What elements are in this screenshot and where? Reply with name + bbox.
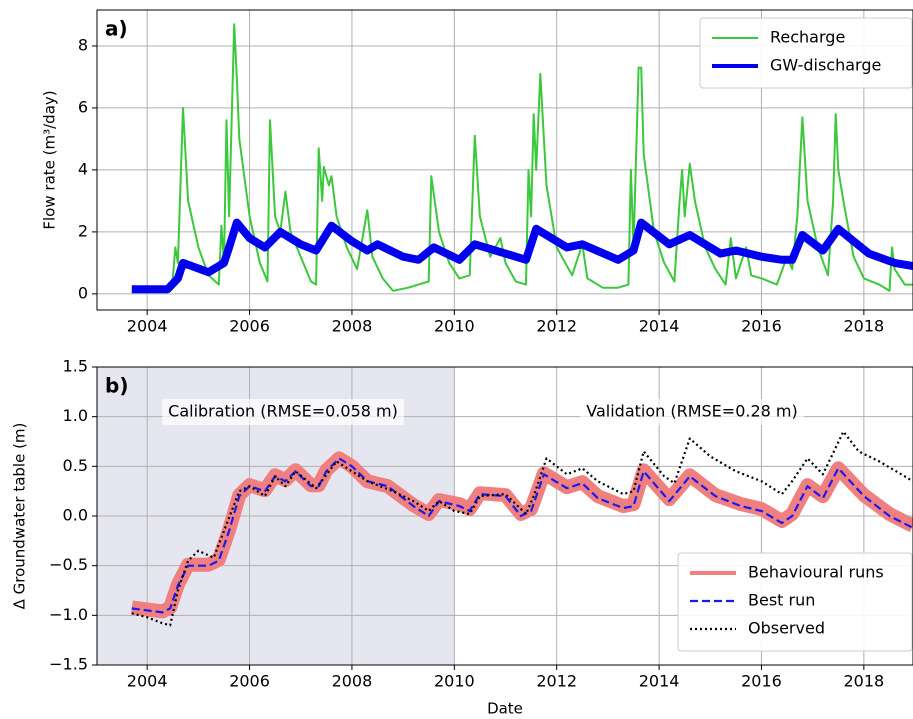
plot-lines [131,23,913,294]
y-tick-label: 2 [78,221,88,240]
x-tick-label: 2018 [843,672,884,691]
axes-frame [96,9,913,311]
panel-label: a) [105,17,128,41]
y-tick-label: 1.0 [63,406,88,425]
x-tick-label: 2016 [741,672,782,691]
legend-label: Best run [748,591,815,610]
x-axis-label: Date [487,700,523,718]
annotation: Validation (RMSE=0.28 m) [586,402,797,421]
annotation: Calibration (RMSE=0.058 m) [168,402,398,421]
x-tick-label: 2010 [434,317,475,336]
series-line [131,430,913,627]
annotation-box [162,399,404,425]
x-tick-label: 2016 [741,317,782,336]
y-tick-label: 0.0 [63,506,88,525]
x-tick-label: 2014 [639,317,680,336]
x-tick-label: 2004 [127,317,168,336]
legend-label: Behavioural runs [748,563,884,582]
y-axis-label: Δ Groundwater table (m) [11,423,29,610]
y-tick-label: 1.5 [63,357,88,376]
y-tick-label: 4 [78,159,88,178]
series-line [131,218,913,294]
x-tick-label: 2018 [843,317,884,336]
y-tick-label: −0.5 [49,555,88,574]
x-tick-label: 2014 [639,672,680,691]
y-tick-label: 0 [78,283,88,302]
y-tick-label: 6 [78,97,88,116]
x-tick-label: 2012 [536,672,577,691]
y-tick-label: 8 [78,35,88,54]
panel-label: b) [105,374,128,398]
legend-box [677,552,913,652]
x-tick-label: 2004 [127,672,168,691]
y-tick-label: −1.5 [49,655,88,674]
plot-lines [130,430,913,627]
series-line [131,457,913,614]
legend-label: GW-discharge [770,56,881,75]
y-tick-label: 0.5 [63,456,88,475]
x-tick-label: 2012 [536,317,577,336]
legend-label: Recharge [770,28,845,47]
legend-box [699,17,913,89]
y-tick-label: −1.0 [49,605,88,624]
series-line [130,451,913,619]
x-tick-label: 2008 [332,317,373,336]
x-tick-label: 2006 [229,317,270,336]
annotation-box [580,399,804,425]
x-tick-label: 2010 [434,672,475,691]
legend-label: Observed [748,619,825,638]
x-tick-label: 2008 [332,672,373,691]
axes-frame [96,366,913,666]
y-axis-label: Flow rate (m³/day) [41,90,59,229]
x-tick-label: 2006 [229,672,270,691]
